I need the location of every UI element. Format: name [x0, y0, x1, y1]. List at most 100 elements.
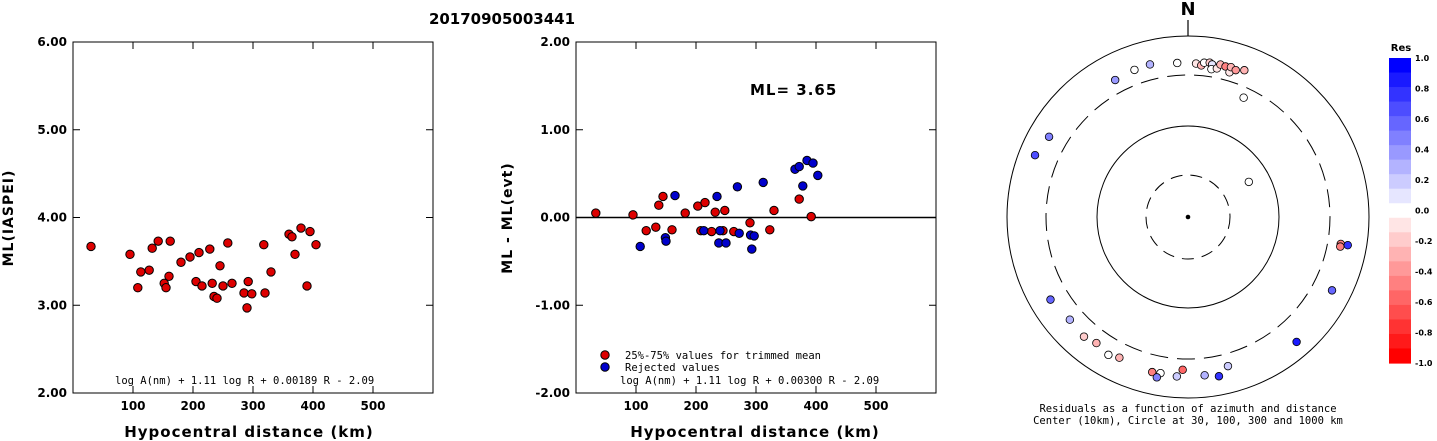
colorbar-ticks: 1.0 0.8 0.6 0.4 0.2 0.0 -0.2 -0.4 -0.6 -0.8 -1.0 — [1415, 54, 1433, 368]
ring-100km — [1096, 125, 1280, 309]
panel2-rejected-point — [721, 238, 731, 248]
panel3-caption-2: Center (10km), Circle at 30, 100, 300 an… — [1033, 415, 1343, 427]
panel2-xlabel: Hypocentral distance (km) — [630, 423, 880, 441]
panel1-point — [153, 236, 163, 246]
colorbar-swatch — [1389, 145, 1411, 161]
panel2-trimmed-point — [641, 225, 651, 236]
residual-point — [1200, 371, 1209, 380]
panel1-point — [223, 238, 233, 248]
panel2-trimmed-point — [700, 197, 710, 208]
colorbar-tick-label: 0.2 — [1415, 176, 1429, 185]
residual-point — [1046, 295, 1055, 304]
panel2-ticks: 100 200 300 400 500 -2.00 -1.00 0.00 1.00 2.00 — [535, 35, 936, 413]
epicenter-dot — [1185, 214, 1191, 220]
colorbar-swatch — [1389, 116, 1411, 132]
residual-point — [1214, 372, 1224, 381]
residual-point — [1336, 242, 1345, 251]
panel1-xtick-label: 400 — [300, 399, 325, 413]
legend-rejected-marker — [600, 362, 610, 372]
legend-trimmed-label: 25%-75% values for trimmed mean — [625, 350, 821, 362]
residual-point — [1172, 372, 1182, 381]
panel2-rejected-point — [798, 181, 808, 191]
residual-point — [1115, 353, 1124, 362]
legend-rejected-label: Rejected values — [625, 362, 720, 374]
residual-point — [1152, 373, 1162, 382]
colorbar-tick-label: 1.0 — [1415, 54, 1430, 63]
panel2-trimmed-point — [654, 200, 664, 210]
ring-300km — [1045, 74, 1331, 360]
colorbar-tick-label: 0.6 — [1415, 115, 1430, 124]
residual-point — [1030, 150, 1040, 160]
panel2-xtick-label: 300 — [743, 399, 768, 413]
panel1-point — [218, 281, 228, 291]
residual-point — [1044, 132, 1054, 141]
panel1-ytick-label: 2.00 — [37, 386, 67, 400]
panel2-ml-text: ML= 3.65 — [750, 81, 837, 99]
panel2-xtick-label: 400 — [803, 399, 828, 413]
panel1-point — [239, 288, 249, 298]
panel2-rejected-point — [758, 177, 768, 188]
colorbar-swatch — [1389, 333, 1411, 350]
panel2-xtick-label: 200 — [683, 399, 708, 413]
panel1-point — [296, 223, 306, 233]
panel1-frame — [72, 41, 434, 394]
panel1-point — [212, 293, 222, 303]
colorbar-swatch — [1389, 275, 1411, 291]
colorbar-tick-label: -0.4 — [1415, 268, 1433, 277]
colorbar-tick-label: 0.4 — [1415, 146, 1430, 155]
panel1-point — [144, 265, 154, 275]
residual-point — [1223, 361, 1233, 371]
panel2-trimmed-point — [628, 210, 638, 220]
residual-point — [1231, 65, 1240, 75]
panel1-point — [136, 267, 146, 277]
panel2-xtick-label: 100 — [623, 399, 648, 413]
panel2-ylabel: ML - ML(evt) — [500, 162, 516, 273]
colorbar-swatch — [1389, 246, 1411, 262]
panel1-point — [125, 249, 135, 260]
residual-point — [1104, 350, 1113, 360]
panel1-point — [185, 252, 195, 262]
residual-point — [1327, 286, 1337, 295]
colorbar-swatch — [1389, 261, 1411, 277]
panel1-point — [290, 249, 300, 260]
panel1-xtick-label: 200 — [180, 399, 205, 413]
panel1-xlabel: Hypocentral distance (km) — [124, 423, 374, 441]
panel1-points — [86, 223, 321, 313]
panel1-point — [266, 267, 276, 277]
panel1-ml-vs-distance: 100 200 300 400 500 2.00 3.00 4.00 5.00 6.00 log … — [1, 35, 434, 441]
panel2-rejected-point — [794, 161, 804, 172]
panel2-rejected-point — [699, 225, 709, 236]
colorbar-swatch — [1389, 319, 1411, 335]
panel1-formula: log A(nm) + 1.11 log R + 0.00189 R - 2.0… — [115, 375, 374, 387]
north-label: N — [1180, 0, 1195, 20]
panel2-rejected-point — [732, 182, 743, 192]
panel2-trimmed-point — [710, 207, 720, 217]
panel2-trimmed-point — [765, 225, 775, 235]
residual-point — [1240, 66, 1249, 75]
colorbar-swatch — [1389, 101, 1411, 117]
panel2-rejected-point — [808, 158, 818, 168]
panel1-point — [305, 226, 315, 237]
residual-point — [1343, 240, 1352, 250]
panel1-xtick-label: 300 — [240, 399, 265, 413]
panel2-trimmed-point — [667, 225, 677, 235]
colorbar-swatch — [1389, 174, 1411, 190]
colorbar-tick-label: -0.6 — [1415, 298, 1433, 307]
panel1-xtick-label: 100 — [120, 399, 145, 413]
panel1-point — [227, 278, 237, 289]
colorbar-title: Res — [1391, 43, 1411, 54]
colorbar-swatch — [1389, 232, 1411, 248]
colorbar-swatch — [1389, 348, 1411, 364]
panel2-trimmed-point — [794, 194, 804, 204]
colorbar-swatch — [1389, 159, 1411, 175]
panel2-ytick-label: -2.00 — [535, 386, 570, 400]
panel2-trimmed-point — [651, 222, 661, 232]
residual-point — [1079, 332, 1089, 341]
colorbar-swatch — [1389, 72, 1411, 88]
panel1-point — [287, 232, 297, 242]
colorbar-swatch — [1389, 58, 1411, 74]
panel2-formula: log A(nm) + 1.11 log R + 0.00300 R - 2.0… — [620, 375, 879, 387]
colorbar-swatch — [1389, 188, 1411, 204]
panel1-point — [176, 257, 186, 267]
